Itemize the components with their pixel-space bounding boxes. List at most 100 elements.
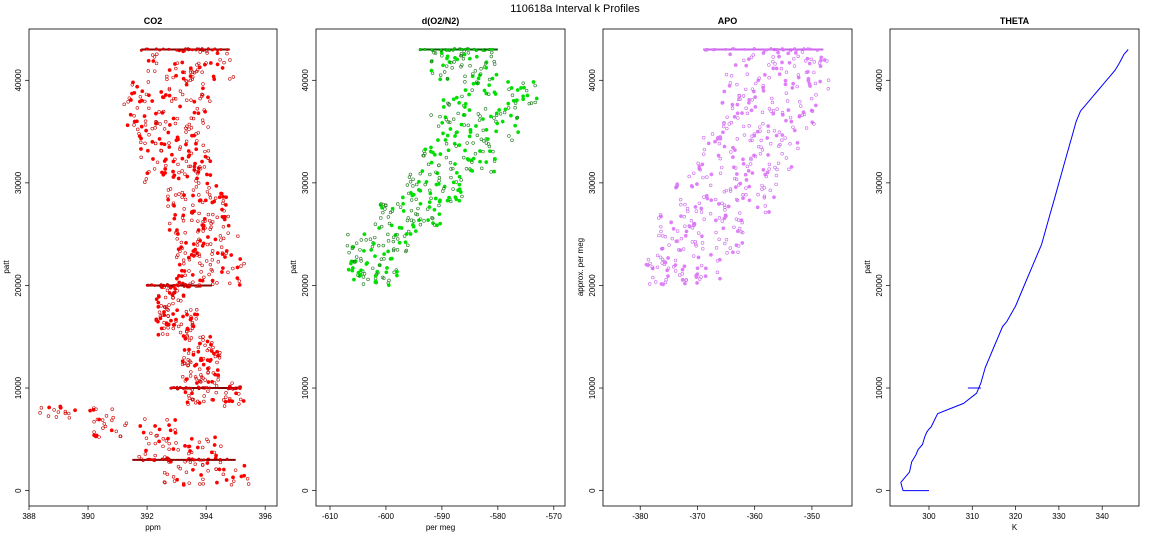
data-point	[377, 243, 381, 248]
data-point	[212, 450, 216, 455]
data-point	[443, 138, 448, 142]
data-point	[791, 81, 796, 86]
data-point	[137, 454, 141, 459]
data-point	[196, 228, 201, 232]
data-point	[194, 141, 198, 146]
data-point	[406, 216, 411, 220]
data-point	[723, 205, 727, 210]
data-point	[180, 60, 185, 65]
data-point	[206, 370, 210, 374]
data-point	[717, 237, 721, 242]
data-point	[778, 142, 782, 147]
data-point	[690, 184, 695, 189]
data-point	[709, 172, 714, 177]
y-axis-label: patt	[289, 260, 298, 274]
data-point	[174, 138, 179, 143]
data-point	[167, 447, 171, 452]
data-point	[167, 423, 171, 428]
data-point	[442, 70, 447, 74]
data-point	[492, 116, 496, 120]
data-point	[167, 303, 171, 307]
data-point	[489, 54, 493, 59]
data-point	[373, 222, 378, 226]
data-point	[151, 59, 156, 63]
x-tick-label: -570	[546, 512, 563, 521]
data-point	[478, 149, 482, 153]
data-point	[222, 404, 227, 408]
data-point	[448, 120, 452, 125]
data-point	[158, 122, 162, 126]
data-point	[221, 472, 226, 477]
data-point	[173, 62, 177, 66]
data-point	[147, 106, 151, 111]
data-point	[789, 165, 794, 169]
data-point	[58, 404, 63, 409]
data-point	[347, 250, 351, 255]
data-point	[467, 56, 472, 61]
data-point	[171, 447, 176, 451]
data-point	[381, 210, 385, 215]
data-point	[447, 195, 451, 200]
data-point	[206, 469, 210, 473]
data-point	[764, 174, 769, 179]
data-point	[658, 255, 663, 260]
data-point	[480, 166, 484, 171]
data-point	[673, 263, 678, 267]
data-point	[515, 115, 520, 120]
data-point	[194, 170, 198, 174]
data-point	[383, 207, 387, 211]
data-point	[752, 47, 756, 51]
data-point	[648, 261, 652, 266]
data-point	[431, 216, 435, 221]
data-point	[211, 397, 216, 402]
data-point	[717, 216, 722, 220]
data-point	[683, 281, 687, 286]
data-point	[796, 75, 801, 80]
data-point	[167, 441, 171, 446]
data-point	[741, 124, 746, 129]
data-point	[726, 204, 731, 209]
data-point	[725, 126, 729, 131]
data-point	[468, 127, 473, 132]
data-point	[651, 275, 655, 280]
data-point	[441, 189, 445, 193]
data-point	[154, 61, 159, 66]
data-point	[215, 360, 219, 365]
data-point	[722, 203, 727, 207]
data-point	[181, 76, 186, 81]
data-point	[484, 61, 488, 66]
data-point	[226, 270, 230, 275]
data-point	[724, 47, 728, 51]
data-point	[208, 334, 213, 339]
data-point	[438, 114, 442, 119]
data-point	[793, 51, 798, 55]
data-point	[478, 72, 483, 76]
data-point	[481, 128, 485, 133]
data-point	[215, 215, 219, 220]
data-point	[413, 229, 418, 234]
data-point	[161, 444, 165, 449]
data-point	[139, 155, 143, 160]
data-point	[476, 112, 481, 116]
data-point	[776, 50, 780, 55]
data-point	[381, 243, 386, 248]
data-point	[172, 479, 177, 483]
data-point	[178, 330, 183, 335]
y-tick-label: 20000	[875, 274, 884, 297]
data-point	[533, 100, 537, 105]
data-point	[186, 358, 190, 362]
data-point	[171, 175, 176, 179]
data-point	[429, 145, 433, 150]
data-point	[167, 47, 171, 51]
data-point	[189, 126, 194, 130]
data-point	[178, 466, 182, 471]
data-point	[225, 51, 229, 56]
data-point	[171, 326, 175, 331]
data-point	[715, 270, 720, 275]
data-point	[215, 62, 220, 67]
data-point	[785, 99, 790, 103]
data-point	[162, 470, 167, 475]
data-point	[208, 386, 212, 390]
data-point	[188, 317, 193, 322]
data-point	[521, 81, 525, 85]
